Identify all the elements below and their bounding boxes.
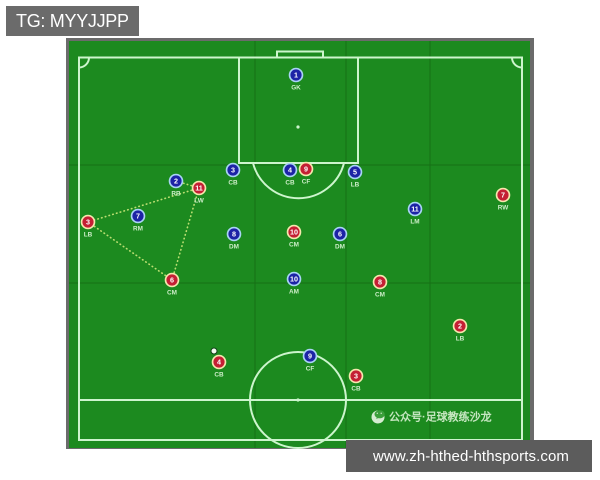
svg-text:CB: CB (351, 386, 361, 393)
svg-text:9: 9 (308, 352, 312, 361)
svg-text:3: 3 (354, 372, 358, 381)
svg-text:10: 10 (290, 275, 298, 284)
svg-text:LB: LB (84, 232, 93, 239)
svg-text:6: 6 (338, 230, 342, 239)
svg-text:7: 7 (501, 191, 505, 200)
svg-text:CM: CM (289, 242, 299, 249)
svg-text:公众号·足球教练沙龙: 公众号·足球教练沙龙 (389, 410, 492, 424)
svg-text:2: 2 (174, 177, 178, 186)
svg-text:11: 11 (411, 205, 419, 214)
svg-text:3: 3 (231, 166, 235, 175)
svg-text:LM: LM (410, 219, 419, 226)
svg-text:2: 2 (458, 322, 462, 331)
svg-text:1: 1 (294, 71, 298, 80)
svg-text:GK: GK (291, 85, 301, 92)
svg-text:CB: CB (214, 372, 224, 379)
svg-text:CM: CM (375, 292, 385, 299)
svg-text:DM: DM (335, 244, 345, 251)
svg-text:8: 8 (378, 278, 382, 287)
svg-text:4: 4 (288, 166, 292, 175)
svg-text:CB: CB (285, 180, 295, 187)
svg-text:7: 7 (136, 212, 140, 221)
svg-text:3: 3 (86, 218, 90, 227)
svg-text:5: 5 (353, 168, 357, 177)
svg-text:DM: DM (229, 244, 239, 251)
svg-text:CF: CF (306, 366, 315, 373)
svg-text:9: 9 (304, 165, 308, 174)
svg-text:11: 11 (195, 184, 203, 193)
svg-text:LB: LB (351, 182, 360, 189)
svg-text:AM: AM (289, 289, 299, 296)
svg-text:4: 4 (217, 358, 221, 367)
svg-text:RM: RM (133, 226, 143, 233)
svg-text:RW: RW (498, 205, 509, 212)
svg-text:LW: LW (194, 198, 205, 205)
svg-text:8: 8 (232, 230, 236, 239)
svg-text:CF: CF (302, 179, 311, 186)
svg-text:CM: CM (167, 290, 177, 297)
svg-text:RB: RB (171, 191, 181, 198)
svg-text:CB: CB (228, 180, 238, 187)
svg-text:6: 6 (170, 276, 174, 285)
svg-text:LB: LB (456, 336, 465, 343)
svg-text:10: 10 (290, 228, 298, 237)
